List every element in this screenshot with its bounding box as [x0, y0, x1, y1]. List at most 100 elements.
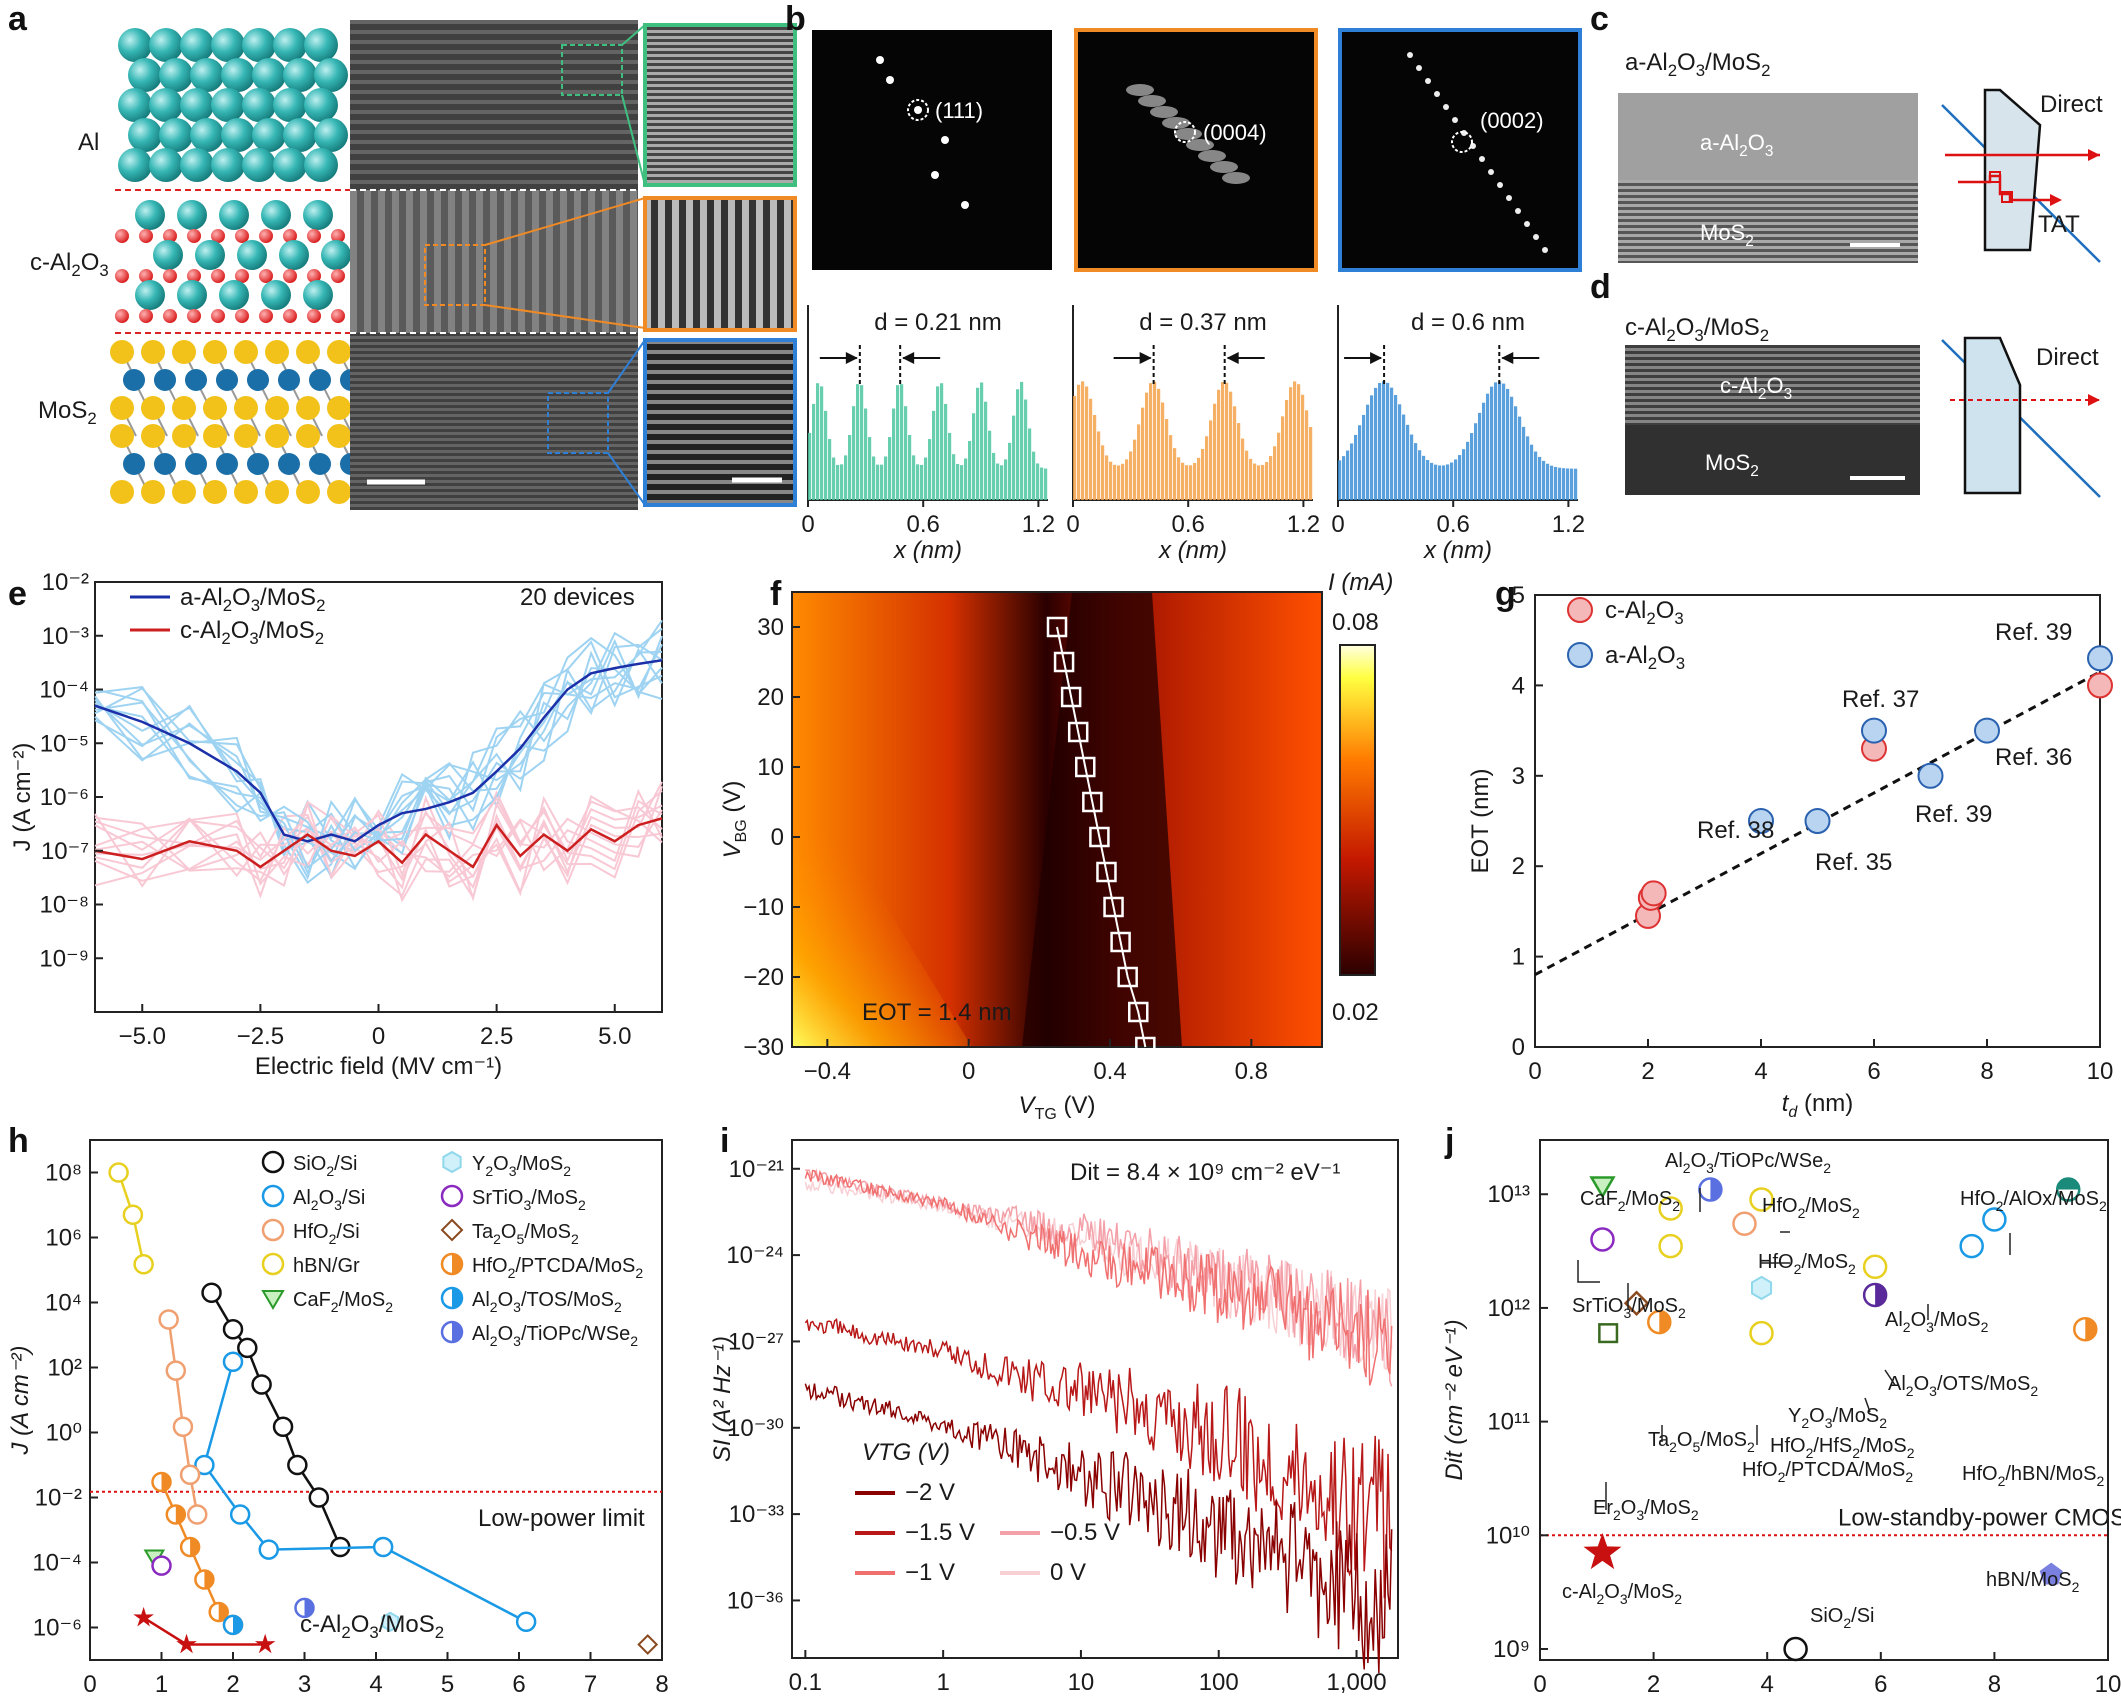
- histogram-bar: [1209, 420, 1213, 500]
- i-xtick: 1: [936, 1669, 949, 1696]
- al-atom: [149, 88, 183, 122]
- s-atom: [203, 340, 227, 364]
- mo-atom: [309, 369, 331, 391]
- histogram-bar: [1133, 439, 1137, 500]
- histogram-bar: [1193, 463, 1197, 500]
- histogram-bar: [1149, 383, 1153, 500]
- histogram-bar: [1305, 410, 1309, 500]
- al-atom: [118, 28, 152, 62]
- minimum-marker: [1128, 1001, 1149, 1023]
- fft-label-0004: (0004): [1203, 120, 1267, 145]
- oxygen-atom: [187, 229, 201, 243]
- j-point-label: HfO2/PTCDA/MoS2: [1742, 1459, 1913, 1485]
- oxygen-atom: [235, 229, 249, 243]
- g-ref-label: Ref. 39: [1915, 801, 1992, 828]
- histogram-bar: [828, 439, 832, 500]
- histogram-bar: [1097, 431, 1101, 500]
- j-point: [1598, 1323, 1619, 1344]
- s-atom: [265, 396, 289, 420]
- i-ylabel: SI (A² Hz⁻¹): [709, 1336, 736, 1462]
- h-point: [287, 1454, 308, 1476]
- h-limit-label: Low-power limit: [478, 1505, 645, 1532]
- oxygen-atom: [139, 269, 153, 283]
- minimum-marker: [1089, 826, 1110, 848]
- histogram-bar: [1213, 403, 1217, 500]
- g-xtick: 2: [1641, 1058, 1654, 1085]
- e-xtick: 0: [372, 1023, 385, 1050]
- histogram-bar: [1157, 388, 1161, 500]
- j-point: [1732, 1211, 1757, 1237]
- g-ref-label: Ref. 38: [1697, 817, 1774, 844]
- colorbar: [1339, 644, 1376, 976]
- j-point: [1750, 1275, 1773, 1301]
- histogram-bar: [916, 464, 920, 500]
- histogram-bar: [1237, 423, 1241, 500]
- j-point-label: Al2O3/TiOPc/WSe2: [1665, 1150, 1831, 1176]
- histogram-bar: [856, 384, 860, 500]
- e-xlabel: Electric field (MV cm⁻¹): [255, 1053, 502, 1080]
- g-ref-label: Ref. 37: [1842, 686, 1919, 713]
- fft-spot: [1434, 91, 1440, 97]
- g-ytick: 0: [1512, 1034, 1525, 1061]
- h-legend-item: Y2O3/MoS2: [472, 1153, 571, 1179]
- al2o3-al-atom: [237, 240, 267, 270]
- al2o3-al-atom: [135, 280, 165, 310]
- h-point: [258, 1539, 279, 1560]
- histogram-bar: [1454, 459, 1458, 500]
- histogram-bar: [1382, 381, 1386, 500]
- h-point: [237, 1337, 258, 1359]
- histogram-bar: [1370, 395, 1374, 500]
- histogram-bar: [1498, 381, 1502, 500]
- fft-spot: [1222, 172, 1250, 184]
- b-xtick: 1.2: [1287, 511, 1320, 538]
- histogram-bar: [1285, 399, 1289, 500]
- panel-j: j Low-standby-power CMOS CaF2/MoS2 Al2O3/Ti…: [1441, 1122, 2121, 1698]
- oxygen-atom: [259, 229, 273, 243]
- histogram-bar: [996, 463, 1000, 500]
- fft-spot: [961, 201, 969, 209]
- fft-111: [812, 30, 1052, 270]
- al-atom: [304, 148, 338, 182]
- s-atom: [234, 480, 258, 504]
- histogram-bar: [1293, 381, 1297, 500]
- panel-e: e −5.0 −2.5 0 2.5 5.0 10⁻² 10⁻³ 10⁻⁴ 10⁻⁵ 10⁻⁶ 10⁻⁷…: [8, 569, 663, 1080]
- i-ytick: 10⁻³³: [729, 1501, 784, 1528]
- al-atom: [304, 28, 338, 62]
- al2o3-al-atom: [177, 200, 207, 230]
- mo-atom: [185, 453, 207, 475]
- j-point-label: Er2O3/MoS2: [1593, 1497, 1699, 1523]
- oxygen-atom: [163, 269, 177, 283]
- fft-spot: [1479, 156, 1485, 162]
- d-top-layer: c-Al2O3: [1720, 373, 1792, 403]
- histogram-bar: [880, 464, 884, 500]
- h-ylabel: J (A cm⁻²): [7, 1345, 34, 1455]
- fft-0002: [1338, 28, 1582, 272]
- h-ytick: 10⁰: [46, 1420, 82, 1447]
- minimum-marker: [1067, 721, 1089, 743]
- oxygen-atom: [235, 309, 249, 323]
- histogram-bar: [1478, 412, 1482, 500]
- fft-spot: [941, 136, 949, 144]
- histogram-bar: [1354, 434, 1358, 500]
- al-atom: [273, 88, 307, 122]
- al-atom: [314, 118, 348, 152]
- h-point: [133, 1254, 154, 1275]
- oxygen-atom: [211, 269, 225, 283]
- histogram-bar: [1402, 414, 1406, 500]
- layer-c-al2o3-label: c-Al2O3: [30, 249, 109, 280]
- histogram-bar: [1518, 416, 1522, 500]
- colorbar-max: 0.08: [1332, 609, 1379, 636]
- panel-d-label: d: [1590, 268, 1611, 306]
- minimum-marker: [1103, 896, 1124, 918]
- b-xlabel: x (nm): [1423, 537, 1492, 564]
- h-point: [261, 1252, 285, 1276]
- histogram-bar: [968, 440, 972, 500]
- fft-spot: [931, 171, 939, 179]
- i-xtick: 10: [1068, 1669, 1095, 1696]
- j-point: [1959, 1233, 1984, 1259]
- e-xtick: 2.5: [480, 1023, 513, 1050]
- histogram-bar: [1398, 404, 1402, 500]
- histogram-bar: [1538, 456, 1542, 500]
- oxygen-atom: [235, 269, 249, 283]
